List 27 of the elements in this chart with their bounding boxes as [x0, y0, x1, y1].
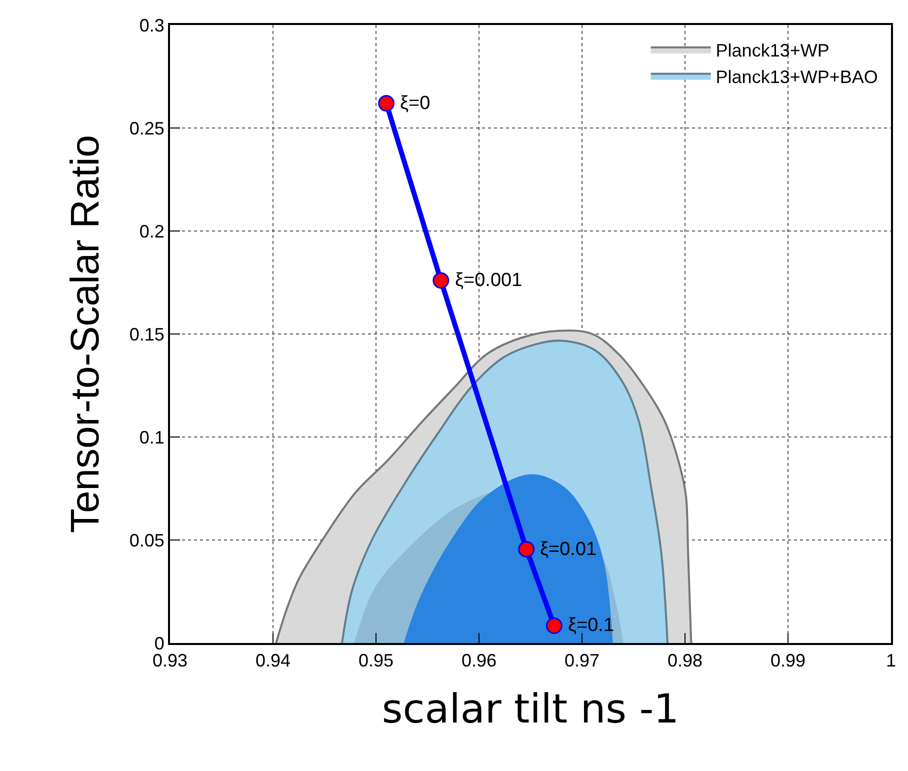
x-tick-label: 0.95	[358, 650, 394, 671]
x-tick-label: 0.96	[461, 650, 497, 671]
y-tick-label: 0.3	[139, 15, 164, 36]
y-tick-label: 0.05	[129, 530, 164, 550]
y-tick-label: 0.2	[139, 221, 164, 242]
x-tick-label: 0.93	[152, 650, 188, 671]
annotation: ξ=0	[400, 93, 430, 114]
point	[518, 541, 535, 558]
y-tick-label: 0	[154, 633, 164, 654]
x-tick-label: 0.97	[564, 650, 600, 671]
x-tick-label: 0.98	[667, 650, 703, 671]
x-tick-label: 0.94	[255, 650, 291, 671]
y-tick-label: 0.1	[139, 427, 164, 448]
annotation: ξ=0.001	[455, 270, 522, 291]
annotation: ξ=0.1	[568, 615, 614, 636]
point	[378, 95, 395, 112]
legend-label: Planck13+WP	[716, 40, 830, 60]
x-tick-label: 0.99	[770, 650, 806, 671]
x-axis-title: scalar tilt ns -1	[382, 686, 680, 733]
y-tick-label: 0.15	[129, 324, 164, 344]
annotation: ξ=0.01	[540, 539, 597, 560]
point	[546, 617, 562, 634]
x-tick-label: 1	[886, 650, 896, 671]
y-axis-title: Tensor-to-Scalar Ratio	[63, 135, 108, 533]
y-tick-label: 0.25	[129, 118, 164, 138]
point	[432, 272, 450, 289]
legend-label: Planck13+WP+BAO	[716, 66, 878, 87]
